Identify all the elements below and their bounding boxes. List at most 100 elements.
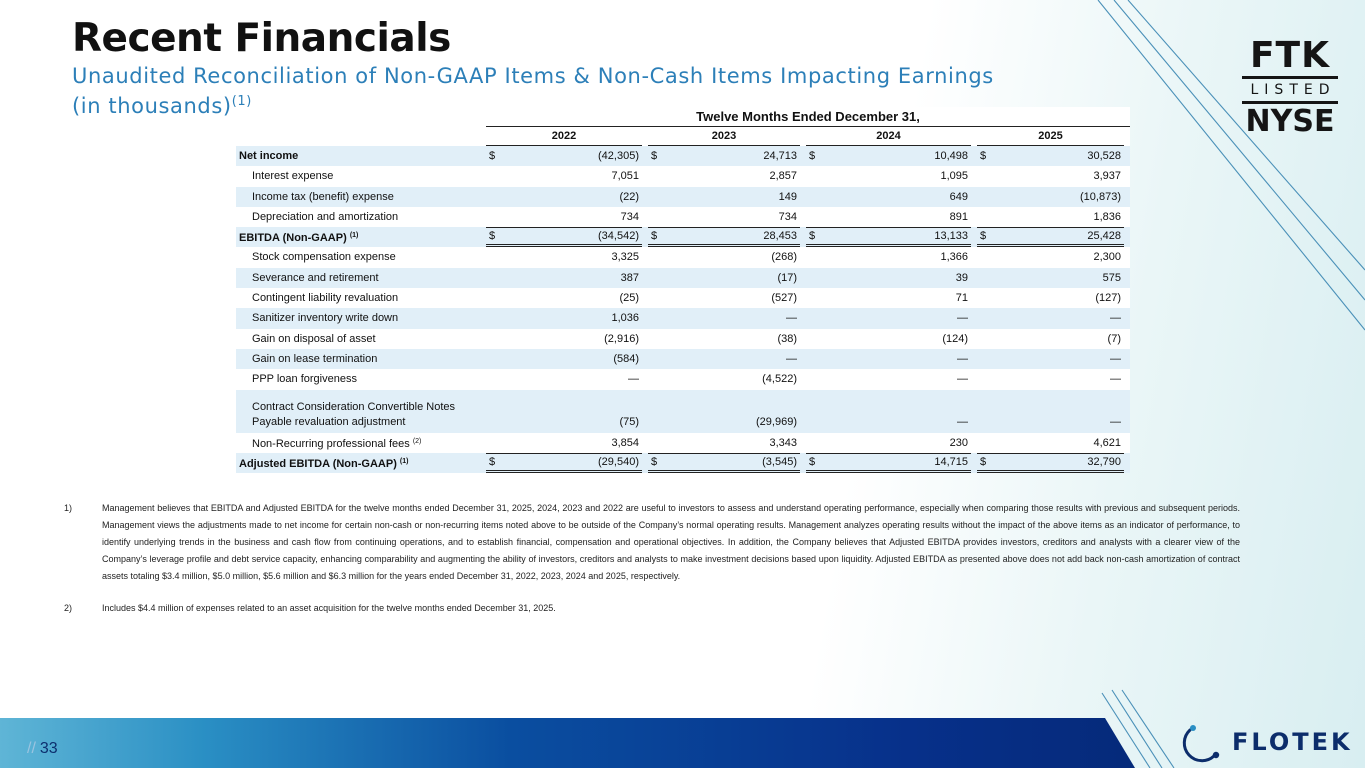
row-label: Interest expense <box>236 166 486 186</box>
currency-symbol <box>809 369 819 389</box>
table-row: Severance and retirement 387 (17) 39 575 <box>236 267 1130 289</box>
cell-value: (584) <box>613 352 639 365</box>
currency-symbol <box>651 369 661 389</box>
cell-value: — <box>786 312 797 325</box>
cell-value: (17) <box>777 271 797 284</box>
cell-value: (127) <box>1095 292 1121 305</box>
page-title: Recent Financials <box>72 16 451 61</box>
footnote: 2) Includes $4.4 million of expenses rel… <box>64 600 1240 617</box>
table-cell: 39 <box>806 268 971 288</box>
table-cell: — <box>648 308 800 328</box>
table-cell: — <box>806 349 971 369</box>
currency-symbol: $ <box>980 230 987 243</box>
cell-value: 1,095 <box>940 170 968 183</box>
badge-rule-top <box>1242 76 1338 79</box>
table-cell: (127) <box>977 288 1124 308</box>
cell-value: — <box>957 312 968 325</box>
currency-symbol <box>651 268 661 288</box>
currency-symbol <box>809 308 819 328</box>
table-cell: 3,854 <box>486 433 642 453</box>
row-label: Contingent liability revaluation <box>236 288 486 308</box>
table-cell: 734 <box>486 207 642 227</box>
table-cell: — <box>977 415 1124 430</box>
table-cell: 734 <box>648 207 800 227</box>
table-cell: $ (34,542) <box>486 227 642 248</box>
table-cell: (22) <box>486 187 642 207</box>
row-footnote-marker: (1) <box>349 232 359 240</box>
cell-value: — <box>957 373 968 386</box>
table-cell: 7,051 <box>486 166 642 186</box>
table-cell: $10,498 <box>806 146 971 166</box>
currency-symbol: $ <box>980 150 987 162</box>
currency-symbol <box>489 247 499 267</box>
table-cell: $30,528 <box>977 146 1124 166</box>
table-cell: (7) <box>977 329 1124 349</box>
currency-symbol <box>489 415 499 430</box>
cell-value: 1,836 <box>1093 210 1121 223</box>
cell-value: — <box>628 373 639 386</box>
currency-symbol <box>489 329 499 349</box>
table-cell: 1,036 <box>486 308 642 328</box>
currency-symbol <box>809 268 819 288</box>
table-cell: — <box>486 369 642 389</box>
cell-value: — <box>957 352 968 365</box>
currency-symbol: $ <box>980 456 987 468</box>
cell-value: 3,343 <box>769 436 797 449</box>
cell-value: (7) <box>1107 332 1121 345</box>
flotek-logo: FLOTEK <box>1176 718 1353 766</box>
table-cell: (2,916) <box>486 329 642 349</box>
table-cell: $ (42,305) <box>486 146 642 166</box>
subtitle-line-1: Unaudited Reconciliation of Non-GAAP Ite… <box>72 64 994 88</box>
cell-value: 387 <box>620 271 639 284</box>
table-row: Sanitizer inventory write down 1,036 — — — <box>236 308 1130 329</box>
table-row: Stock compensation expense 3,325 (268) 1,36… <box>236 247 1130 268</box>
row-label-text: Contract Consideration Convertible Notes <box>252 400 455 413</box>
row-label: PPP loan forgiveness <box>236 369 486 389</box>
table-cell: — <box>806 308 971 328</box>
table-row: Income tax (benefit) expense (22) 149 649 (1… <box>236 186 1130 207</box>
currency-symbol: $ <box>809 456 816 468</box>
table-cell: $28,453 <box>648 227 800 248</box>
cell-value: 32,790 <box>1087 456 1121 468</box>
currency-symbol: $ <box>651 456 658 468</box>
currency-symbol <box>489 308 499 328</box>
cell-value: 3,325 <box>611 251 639 264</box>
currency-symbol <box>980 349 990 369</box>
currency-symbol <box>980 415 990 430</box>
cell-value: 2,857 <box>769 170 797 183</box>
table-cell: — <box>977 308 1124 328</box>
year-header-row: 2022 2023 2024 2025 <box>486 127 1130 146</box>
cell-value: 7,051 <box>611 170 639 183</box>
table-cell: (10,873) <box>977 187 1124 207</box>
row-label-text: Adjusted EBITDA (Non-GAAP) <box>239 457 397 470</box>
page-number: //33 <box>27 740 58 758</box>
cell-value: 649 <box>949 190 968 203</box>
row-label-text: Gain on disposal of asset <box>252 332 376 345</box>
currency-symbol <box>980 433 990 453</box>
table-cell: — <box>806 415 971 430</box>
currency-symbol <box>809 349 819 369</box>
cell-value: (268) <box>771 251 797 264</box>
table-cell: $14,715 <box>806 453 971 473</box>
year-header: 2023 <box>648 127 800 146</box>
row-label: Adjusted EBITDA (Non-GAAP) (1) <box>236 452 486 474</box>
currency-symbol <box>809 415 819 430</box>
table-cell: $ (3,545) <box>648 453 800 473</box>
cell-value: 30,528 <box>1087 150 1121 162</box>
page-number-value: 33 <box>39 740 58 757</box>
cell-value: — <box>957 415 968 428</box>
table-cell: (29,969) <box>648 415 800 430</box>
currency-symbol <box>809 247 819 267</box>
cell-value: 3,854 <box>611 436 639 449</box>
table-cell: 3,343 <box>648 433 800 453</box>
table-row: Net income $ (42,305) $24,713 $10,498 $30,528 <box>236 146 1130 167</box>
table-cell: 71 <box>806 288 971 308</box>
table-cell: — <box>806 369 971 389</box>
table-cell: (17) <box>648 268 800 288</box>
row-label-text: PPP loan forgiveness <box>252 373 357 386</box>
currency-symbol: $ <box>489 456 496 468</box>
row-label: Net income <box>236 146 486 166</box>
cell-value: 13,133 <box>934 230 968 243</box>
row-label-text: Contingent liability revaluation <box>252 292 399 305</box>
cell-value: 230 <box>949 436 968 449</box>
